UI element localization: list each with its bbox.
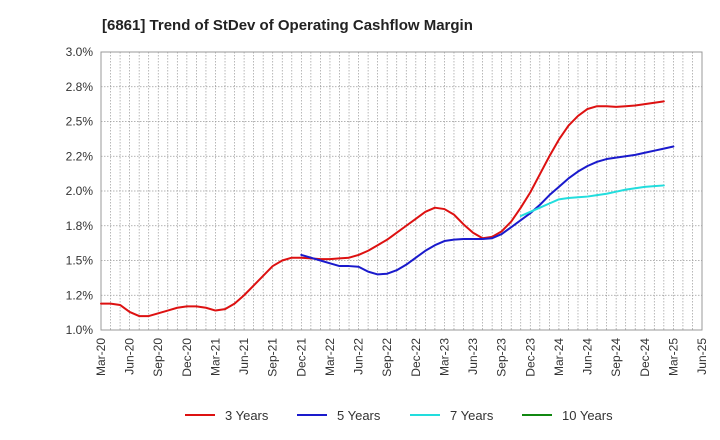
x-tick-label: Mar-24 <box>552 338 566 376</box>
grid <box>101 52 702 330</box>
x-tick-label: Sep-23 <box>495 338 509 377</box>
chart-title: [6861] Trend of StDev of Operating Cashf… <box>102 17 473 34</box>
y-tick-label: 2.0% <box>66 184 94 198</box>
x-tick-label: Mar-20 <box>94 338 108 376</box>
x-tick-label: Mar-22 <box>323 338 337 376</box>
series-line-3-years <box>100 100 665 318</box>
x-tick-label: Dec-22 <box>409 338 423 377</box>
y-tick-label: 2.8% <box>66 80 94 94</box>
plot-area <box>100 51 703 331</box>
legend-label: 7 Years <box>450 408 494 423</box>
x-tick-label: Dec-23 <box>523 338 537 377</box>
x-tick-label: Mar-23 <box>437 338 451 376</box>
x-tick-label: Sep-20 <box>151 338 165 377</box>
x-axis: Mar-20 Jun-20 Sep-20 Dec-20 Mar-21 Jun-21 Sep-… <box>94 338 709 377</box>
y-tick-label: 1.0% <box>66 323 94 337</box>
x-tick-label: Sep-22 <box>380 338 394 377</box>
x-tick-label: Jun-21 <box>237 338 251 375</box>
y-axis: 1.0% 1.2% 1.5% 1.8% 2.0% 2.2% 2.5% 2.8% 3.0% <box>66 45 94 337</box>
y-tick-label: 1.5% <box>66 254 94 268</box>
x-tick-label: Mar-21 <box>208 338 222 376</box>
series-line-7-years <box>519 184 665 218</box>
y-tick-label: 2.2% <box>66 149 94 163</box>
legend: 3 Years 5 Years 7 Years 10 Years <box>185 408 613 423</box>
series-line-5-years <box>300 145 675 276</box>
x-tick-label: Jun-24 <box>581 338 595 375</box>
x-tick-label: Sep-21 <box>266 338 280 377</box>
legend-label: 3 Years <box>225 408 269 423</box>
x-tick-label: Jun-23 <box>466 338 480 375</box>
series-lines <box>100 100 675 318</box>
legend-label: 10 Years <box>562 408 613 423</box>
x-tick-label: Mar-25 <box>666 338 680 376</box>
x-tick-label: Dec-24 <box>638 338 652 377</box>
x-tick-label: Sep-24 <box>609 338 623 377</box>
legend-label: 5 Years <box>337 408 381 423</box>
x-tick-label: Jun-25 <box>695 338 709 375</box>
y-tick-label: 1.8% <box>66 219 94 233</box>
x-tick-label: Jun-20 <box>123 338 137 375</box>
x-tick-label: Dec-21 <box>294 338 308 377</box>
y-tick-label: 2.5% <box>66 115 94 129</box>
x-tick-label: Jun-22 <box>352 338 366 375</box>
y-tick-label: 1.2% <box>66 288 94 302</box>
y-tick-label: 3.0% <box>66 45 94 59</box>
x-tick-label: Dec-20 <box>180 338 194 377</box>
